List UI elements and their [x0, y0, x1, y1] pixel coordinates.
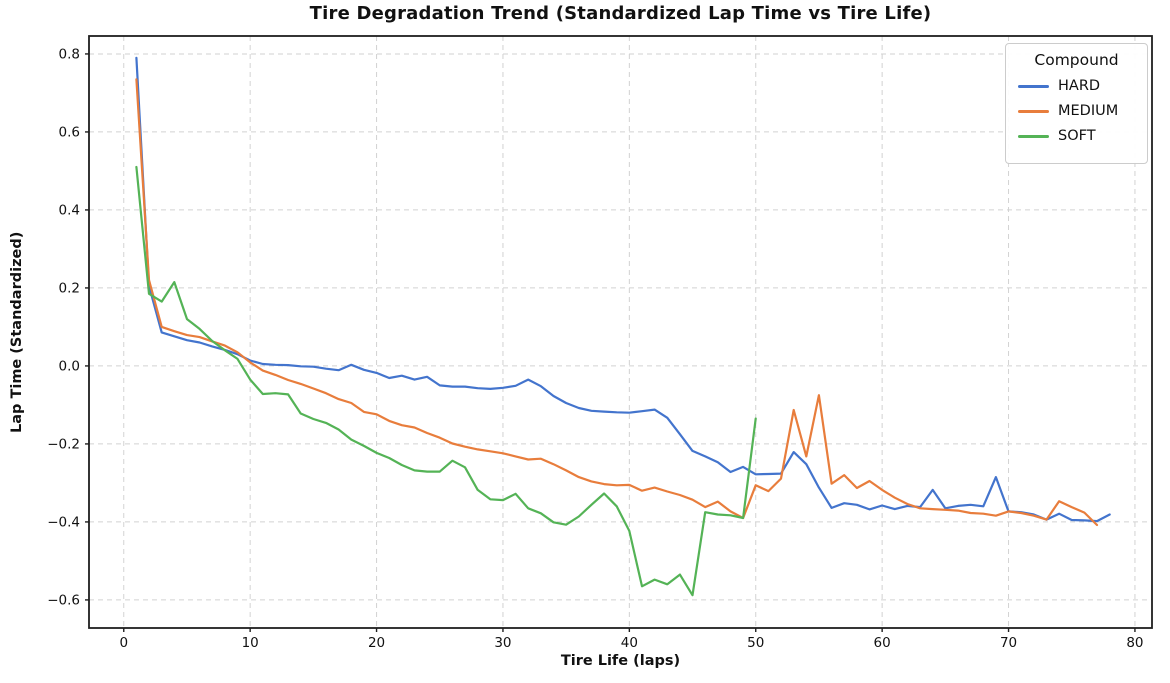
x-tick-label: 0 [119, 635, 128, 651]
hard-line-swatch [1018, 84, 1049, 88]
y-tick-label: 0.8 [59, 46, 80, 62]
legend-title: Compound [1034, 51, 1119, 69]
legend-item-medium: MEDIUM [1018, 103, 1137, 119]
x-tick-label: 80 [1126, 635, 1143, 651]
x-tick-label: 50 [747, 635, 764, 651]
y-tick-label: 0.6 [59, 124, 80, 140]
legend-label-medium: MEDIUM [1058, 103, 1119, 119]
y-tick-label: 0.2 [59, 280, 80, 296]
legend: Compound HARD MEDIUM SOFT [1005, 43, 1148, 164]
legend-label-hard: HARD [1058, 78, 1101, 94]
legend-label-soft: SOFT [1058, 128, 1096, 144]
y-tick-label: 0.4 [59, 202, 80, 218]
x-tick-label: 20 [368, 635, 385, 651]
medium-line [135, 78, 1099, 527]
soft-line-swatch [1018, 134, 1049, 138]
x-tick-label: 60 [874, 635, 891, 651]
legend-item-hard: HARD [1018, 78, 1137, 94]
chart-title: Tire Degradation Trend (Standardized Lap… [309, 3, 932, 24]
y-tick-label: −0.2 [47, 436, 80, 452]
hard-line [135, 56, 1111, 523]
legend-item-soft: SOFT [1018, 128, 1137, 144]
soft-line [135, 165, 757, 597]
x-tick-label: 10 [242, 635, 259, 651]
y-tick-label: −0.4 [47, 514, 80, 530]
x-tick-label: 70 [1000, 635, 1017, 651]
x-tick-label: 30 [494, 635, 511, 651]
y-tick-label: 0.0 [59, 358, 80, 374]
x-tick-label: 40 [621, 635, 638, 651]
x-axis-label: Tire Life (laps) [560, 653, 681, 669]
medium-line-swatch [1018, 109, 1049, 113]
y-axis-label: Lap Time (Standardized) [9, 231, 25, 433]
y-tick-label: −0.6 [47, 592, 80, 608]
axes-frame [88, 35, 1153, 629]
